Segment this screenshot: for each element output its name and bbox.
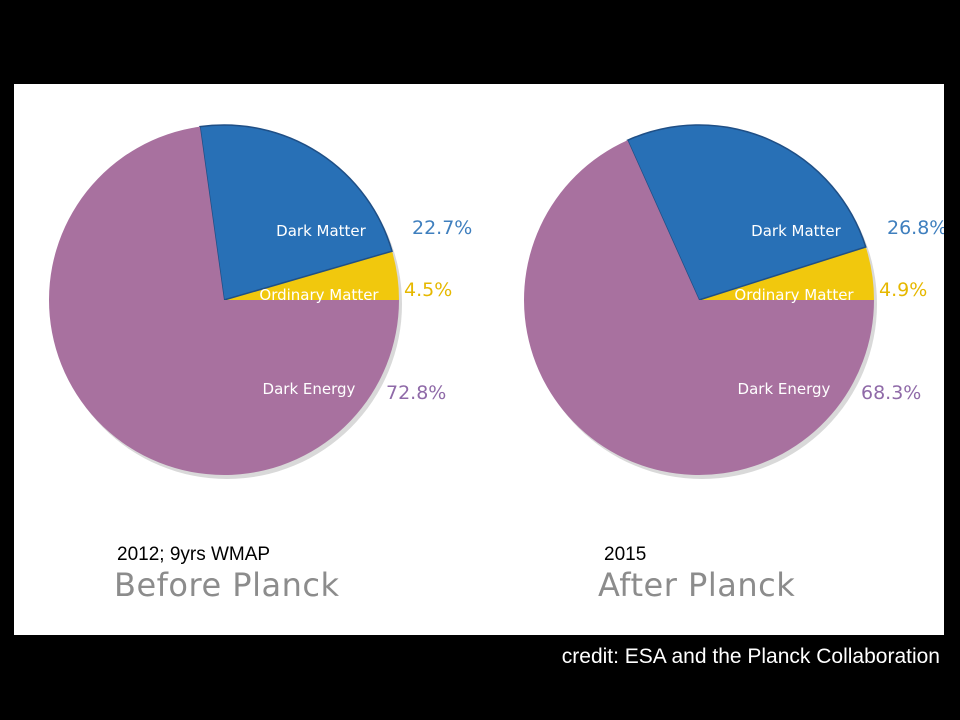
left-value-dark-energy: 72.8%: [386, 382, 446, 404]
left-slice-dark-energy: [49, 126, 399, 476]
right-label-dark-matter: Dark Matter: [751, 222, 841, 240]
left-slice-dark-matter: [199, 124, 393, 301]
left-chart-title: Before Planck: [114, 566, 340, 604]
left-value-dark-matter: 22.7%: [412, 217, 472, 239]
left-label-dark-energy: Dark Energy: [263, 380, 356, 398]
credit-text: credit: ESA and the Planck Collaboration: [561, 645, 940, 668]
right-value-dark-energy: 68.3%: [861, 382, 921, 404]
left-value-ordinary-matter: 4.5%: [404, 279, 452, 301]
pie-charts-svg: Dark Matter 22.7% Ordinary Matter 4.5% Dark …: [49, 124, 944, 479]
chart-panel: Dark Matter 22.7% Ordinary Matter 4.5% Dark …: [14, 84, 944, 635]
left-chart-caption: 2012; 9yrs WMAP: [117, 544, 271, 565]
right-label-ordinary-matter: Ordinary Matter: [734, 286, 854, 304]
left-label-dark-matter: Dark Matter: [276, 222, 366, 240]
right-value-ordinary-matter: 4.9%: [879, 279, 927, 301]
right-label-dark-energy: Dark Energy: [738, 380, 831, 398]
right-chart-caption: 2015: [604, 544, 647, 565]
right-slice-dark-energy: [524, 140, 874, 476]
right-chart-title: After Planck: [598, 566, 796, 604]
right-slice-dark-matter: [626, 124, 867, 301]
left-label-ordinary-matter: Ordinary Matter: [259, 286, 379, 304]
right-value-dark-matter: 26.8%: [887, 217, 944, 239]
